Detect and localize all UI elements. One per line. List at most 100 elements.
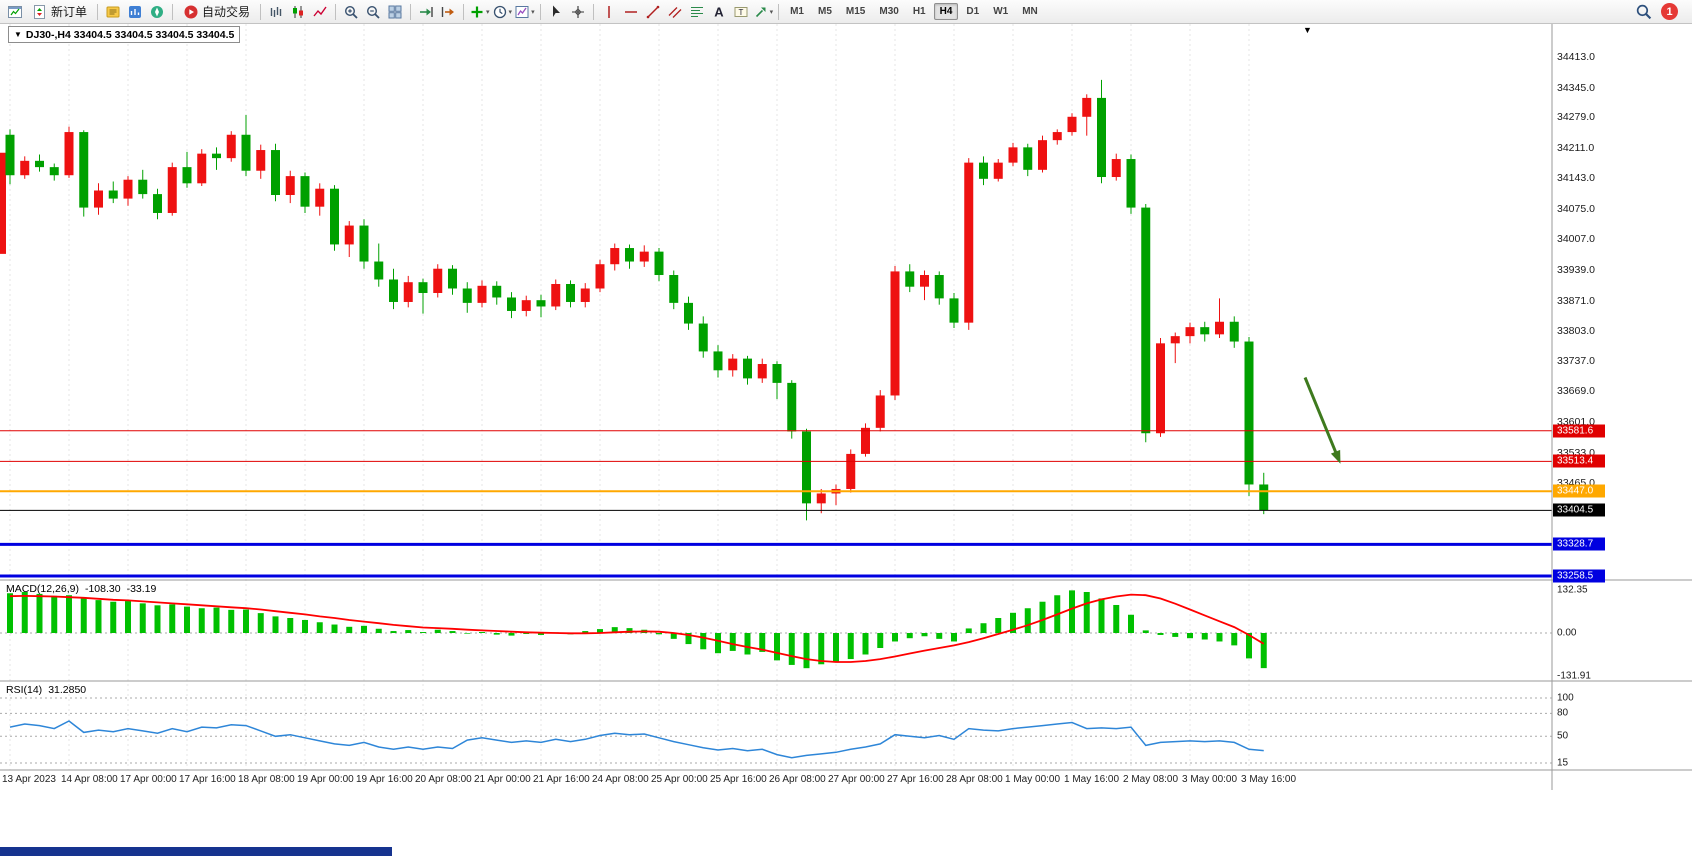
time-axis-label: 14 Apr 08:00	[61, 774, 118, 785]
chart-shift-icon[interactable]	[438, 2, 458, 22]
toolbar-separator	[335, 3, 337, 20]
macd-scale-label: 0.00	[1557, 627, 1577, 639]
time-axis-label: 19 Apr 00:00	[297, 774, 354, 785]
price-tick: 34211.0	[1557, 141, 1595, 154]
time-axis-label: 20 Apr 08:00	[415, 774, 472, 785]
status-bar-fragment	[0, 847, 392, 856]
price-line-badge: 33513.4	[1553, 454, 1605, 468]
timeframe-button-mn[interactable]: MN	[1022, 6, 1038, 17]
toolbar-separator	[463, 3, 465, 20]
price-tick: 34143.0	[1557, 172, 1595, 185]
arrows-tool-icon[interactable]: ▾	[753, 2, 773, 22]
macd-scale-label: 132.35	[1557, 584, 1588, 596]
hline-icon[interactable]	[621, 2, 641, 22]
templates-icon[interactable]: ▾	[514, 2, 535, 22]
chart-shift-marker-icon[interactable]: ▼	[1303, 25, 1312, 35]
time-axis-label: 28 Apr 08:00	[946, 774, 1003, 785]
price-line-badge: 33447.0	[1553, 484, 1605, 498]
time-axis-label: 18 Apr 08:00	[238, 774, 295, 785]
timeframe-button-w1[interactable]: W1	[993, 6, 1009, 17]
channel-icon[interactable]	[665, 2, 685, 22]
rsi-label: RSI(14)	[6, 684, 43, 696]
toolbar-separator	[260, 3, 262, 20]
time-axis-label: 24 Apr 08:00	[592, 774, 649, 785]
search-icon[interactable]	[1633, 2, 1653, 22]
trendline-icon[interactable]	[643, 2, 663, 22]
time-axis-label: 17 Apr 16:00	[179, 774, 236, 785]
time-axis-label: 27 Apr 00:00	[828, 774, 885, 785]
chart-title-text: DJ30-,H4 33404.5 33404.5 33404.5 33404.5	[25, 28, 235, 41]
price-tick: 34279.0	[1557, 111, 1595, 124]
bars-chart-icon[interactable]	[266, 2, 286, 22]
macd-header: MACD(12,26,9) -108.30 -33.19	[6, 583, 162, 595]
toolbar-separator	[97, 3, 99, 20]
periods-icon[interactable]: ▾	[492, 2, 512, 22]
notification-badge[interactable]: 1	[1661, 3, 1678, 20]
candles-chart-icon[interactable]	[288, 2, 308, 22]
tile-windows-icon[interactable]	[385, 2, 405, 22]
toolbar-separator	[592, 3, 594, 20]
macd-scale-label: -131.91	[1557, 670, 1591, 682]
time-axis-label: 25 Apr 16:00	[710, 774, 767, 785]
zoom-out-icon[interactable]	[363, 2, 383, 22]
autotrading-button[interactable]: 自动交易	[178, 2, 255, 22]
label-icon[interactable]: T	[731, 2, 751, 22]
new-order-button[interactable]: 新订单	[27, 2, 92, 22]
timeframe-button-h1[interactable]: H1	[912, 6, 926, 17]
toolbar-separator	[410, 3, 412, 20]
svg-text:T: T	[738, 7, 743, 16]
macd-main-value: -108.30	[84, 583, 121, 595]
market-watch-icon[interactable]	[125, 2, 145, 22]
rsi-scale-label: 15	[1557, 757, 1569, 769]
time-axis-label: 3 May 00:00	[1182, 774, 1238, 785]
toolbar-separator	[539, 3, 541, 20]
time-axis-label: 1 May 16:00	[1064, 774, 1120, 785]
timeframe-button-m5[interactable]: M5	[818, 6, 832, 17]
fibonacci-icon[interactable]	[687, 2, 707, 22]
price-line-badge: 33328.7	[1553, 537, 1605, 551]
time-axis-label: 13 Apr 2023	[2, 774, 56, 785]
time-axis-label: 19 Apr 16:00	[356, 774, 413, 785]
auto-scroll-icon[interactable]	[416, 2, 436, 22]
main-toolbar: 新订单 自动交易 ▾ ▾ ▾ A T ▾ M1 M5 M15 M30 H1 H4 D1 W1 MN 1	[0, 0, 1692, 24]
timeframe-button-m15[interactable]: M15	[845, 6, 866, 17]
price-tick: 34413.0	[1557, 51, 1595, 63]
metaeditor-icon[interactable]	[103, 2, 123, 22]
time-axis-label: 26 Apr 08:00	[769, 774, 826, 785]
vline-icon[interactable]	[599, 2, 619, 22]
macd-label: MACD(12,26,9)	[6, 583, 79, 595]
time-scale[interactable]: 13 Apr 2023 14 Apr 08:00 17 Apr 00:00 17 Ap…	[0, 770, 1552, 792]
time-axis-label: 21 Apr 16:00	[533, 774, 590, 785]
rsi-scale-label: 50	[1557, 730, 1569, 742]
rsi-scale-label: 80	[1557, 707, 1569, 719]
cursor-icon[interactable]	[546, 2, 566, 22]
price-tick: 33669.0	[1557, 385, 1595, 398]
time-axis-label: 27 Apr 16:00	[887, 774, 944, 785]
text-icon[interactable]: A	[709, 2, 729, 22]
price-tick: 34075.0	[1557, 202, 1595, 215]
price-tick: 33803.0	[1557, 325, 1595, 338]
timeframe-button-m30[interactable]: M30	[879, 6, 899, 17]
zoom-in-icon[interactable]	[341, 2, 361, 22]
price-line-badge: 33581.6	[1553, 424, 1605, 438]
rsi-header: RSI(14) 31.2850	[6, 684, 92, 696]
price-tick: 34345.0	[1557, 81, 1595, 94]
timeframe-toolbar: M1 M5 M15 M30 H1 H4 D1 W1 MN	[783, 3, 1045, 20]
crosshair-icon[interactable]	[568, 2, 588, 22]
price-scale[interactable]: 34413.0 34345.0 34279.0 34211.0 34143.0 34075…	[1552, 24, 1692, 790]
price-tick: 33737.0	[1557, 354, 1595, 367]
timeframe-button-d1[interactable]: D1	[966, 6, 980, 17]
indicators-icon[interactable]: ▾	[469, 2, 490, 22]
timeframe-button-h4[interactable]: H4	[933, 3, 959, 20]
time-axis-label: 3 May 16:00	[1241, 774, 1297, 785]
one-click-trading-toggle-icon[interactable]: ▼	[14, 29, 22, 39]
price-tick: 33939.0	[1557, 264, 1595, 277]
new-chart-icon[interactable]	[5, 2, 25, 22]
rsi-scale-label: 100	[1557, 692, 1574, 704]
timeframe-button-m1[interactable]: M1	[790, 6, 804, 17]
price-line-badge: 33258.5	[1553, 569, 1605, 583]
line-chart-icon[interactable]	[310, 2, 330, 22]
navigator-icon[interactable]	[147, 2, 167, 22]
